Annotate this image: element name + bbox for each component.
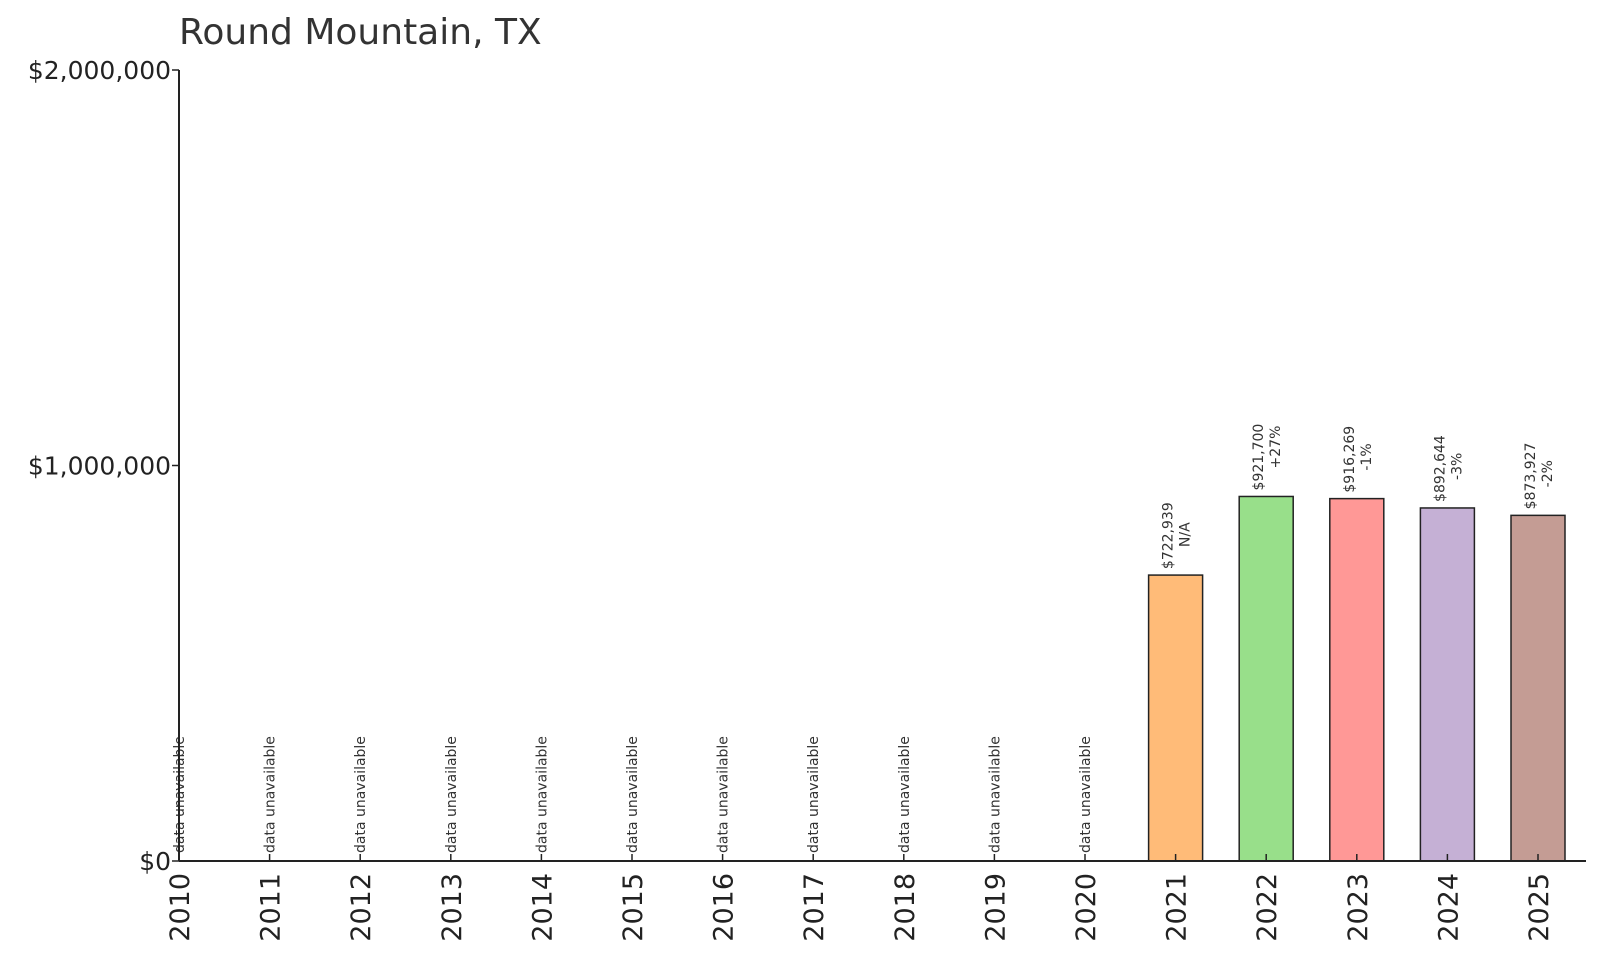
- change-label-2023: -1%: [1359, 443, 1375, 470]
- x-tick-label-2023: 2023: [1343, 873, 1374, 942]
- unavailable-label-2016: data unavailable: [716, 736, 732, 853]
- unavailable-label-2013: data unavailable: [444, 736, 460, 853]
- value-label-2024: $892,644: [1432, 435, 1448, 502]
- x-tick-label-2014: 2014: [527, 873, 558, 942]
- x-tick-label-2013: 2013: [437, 873, 468, 942]
- unavailable-label-2015: data unavailable: [625, 736, 641, 853]
- unavailable-label-2020: data unavailable: [1078, 736, 1094, 853]
- value-label-2021: $722,939: [1161, 502, 1177, 569]
- x-tick-label-2012: 2012: [346, 873, 377, 942]
- x-tick-label-2021: 2021: [1162, 873, 1193, 942]
- x-tick-label-2022: 2022: [1252, 873, 1283, 942]
- x-tick-label-2015: 2015: [618, 873, 649, 942]
- axes-layer: 2010 2011 2012 2013 2014 2015 2016 2017 2018 2019…: [28, 56, 1586, 942]
- y-tick-label-0: $0: [139, 847, 171, 876]
- bar-2021: [1147, 574, 1204, 862]
- labels-layer: data unavailable data unavailable data una…: [172, 424, 1556, 853]
- unavailable-label-2012: data unavailable: [353, 736, 369, 853]
- unavailable-label-2019: data unavailable: [987, 736, 1003, 853]
- bar-2023: [1329, 497, 1385, 862]
- x-tick-label-2016: 2016: [709, 873, 740, 942]
- x-tick-label-2019: 2019: [980, 873, 1011, 942]
- unavailable-label-2014: data unavailable: [534, 736, 550, 853]
- x-tick-label-2024: 2024: [1433, 873, 1464, 942]
- x-tick-label-2010: 2010: [165, 873, 196, 942]
- bar-2022: [1238, 495, 1294, 862]
- change-label-2022: +27%: [1268, 426, 1284, 469]
- change-label-2024: -3%: [1449, 453, 1465, 480]
- change-label-2025: -2%: [1540, 460, 1556, 487]
- bar-2024: [1419, 507, 1476, 862]
- value-label-2023: $916,269: [1342, 426, 1358, 493]
- bars-layer: [1147, 495, 1566, 862]
- change-label-2021: N/A: [1178, 522, 1194, 547]
- x-tick-label-2011: 2011: [256, 873, 287, 942]
- chart-title: Round Mountain, TX: [179, 12, 542, 53]
- value-label-2025: $873,927: [1523, 443, 1539, 510]
- y-tick-label-1000000: $1,000,000: [28, 452, 171, 481]
- x-tick-label-2020: 2020: [1071, 873, 1102, 942]
- x-tick-label-2025: 2025: [1524, 873, 1555, 942]
- y-tick-label-2000000: $2,000,000: [28, 56, 171, 85]
- bar-2025: [1510, 514, 1566, 862]
- x-tick-label-2017: 2017: [799, 873, 830, 942]
- unavailable-label-2017: data unavailable: [806, 736, 822, 853]
- value-label-2022: $921,700: [1251, 424, 1267, 491]
- unavailable-label-2011: data unavailable: [263, 736, 279, 853]
- unavailable-label-2018: data unavailable: [897, 736, 913, 853]
- x-tick-label-2018: 2018: [890, 873, 921, 942]
